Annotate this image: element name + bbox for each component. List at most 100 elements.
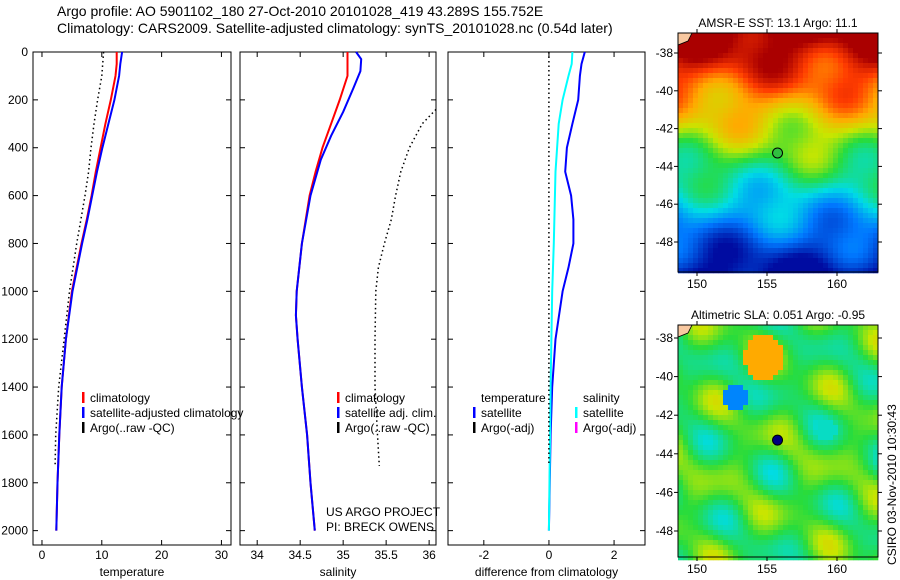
- heatmap-cell: [773, 228, 779, 234]
- heatmap-cell: [823, 233, 829, 239]
- heatmap-cell: [798, 485, 804, 491]
- heatmap-cell: [848, 400, 854, 406]
- heatmap-cell: [723, 193, 729, 199]
- heatmap-cell: [693, 440, 699, 446]
- heatmap-cell: [698, 48, 704, 54]
- heatmap-cell: [803, 213, 809, 219]
- heatmap-cell: [863, 375, 869, 381]
- heatmap-cell: [713, 470, 719, 476]
- heatmap-cell: [723, 380, 729, 386]
- heatmap-cell: [853, 325, 859, 331]
- heatmap-cell: [813, 505, 819, 511]
- heatmap-cell: [758, 168, 764, 174]
- heatmap-cell: [723, 355, 729, 361]
- heatmap-cell: [738, 213, 744, 219]
- heatmap-cell: [688, 88, 694, 94]
- heatmap-cell: [713, 520, 719, 526]
- heatmap-cell: [828, 158, 834, 164]
- heatmap-cell: [708, 178, 714, 184]
- heatmap-cell: [803, 515, 809, 521]
- heatmap-cell: [793, 330, 799, 336]
- heatmap-cell: [678, 218, 684, 224]
- heatmap-cell: [833, 108, 839, 114]
- heatmap-cell: [808, 480, 814, 486]
- heatmap-cell: [868, 325, 874, 331]
- heatmap-cell: [788, 495, 794, 501]
- heatmap-cell: [863, 38, 869, 44]
- heatmap-cell: [753, 355, 759, 361]
- heatmap-cell: [768, 500, 774, 506]
- heatmap-cell: [708, 218, 714, 224]
- heatmap-cell: [703, 355, 709, 361]
- heatmap-cell: [848, 153, 854, 159]
- heatmap-cell: [788, 350, 794, 356]
- heatmap-cell: [853, 63, 859, 69]
- heatmap-cell: [688, 385, 694, 391]
- heatmap-cell: [863, 268, 869, 274]
- heatmap-cell: [858, 113, 864, 119]
- heatmap-cell: [728, 188, 734, 194]
- heatmap-cell: [858, 198, 864, 204]
- heatmap-cell: [718, 168, 724, 174]
- heatmap-cell: [808, 243, 814, 249]
- heatmap-cell: [713, 370, 719, 376]
- heatmap-cell: [803, 93, 809, 99]
- heatmap-cell: [783, 510, 789, 516]
- heatmap-cell: [718, 405, 724, 411]
- heatmap-cell: [788, 500, 794, 506]
- heatmap-cell: [803, 340, 809, 346]
- heatmap-cell: [793, 208, 799, 214]
- heatmap-cell: [858, 38, 864, 44]
- heatmap-cell: [788, 515, 794, 521]
- heatmap-cell: [793, 490, 799, 496]
- heatmap-cell: [833, 138, 839, 144]
- heatmap-cell: [683, 375, 689, 381]
- heatmap-cell: [758, 505, 764, 511]
- heatmap-cell: [753, 415, 759, 421]
- heatmap-cell: [743, 375, 749, 381]
- heatmap-cell: [758, 420, 764, 426]
- heatmap-cell: [748, 263, 754, 269]
- heatmap-cell: [708, 88, 714, 94]
- heatmap-cell: [848, 490, 854, 496]
- heatmap-cell: [688, 365, 694, 371]
- heatmap-cell: [778, 163, 784, 169]
- heatmap-cell: [688, 370, 694, 376]
- heatmap-cell: [828, 73, 834, 79]
- heatmap-cell: [698, 340, 704, 346]
- heatmap-cell: [868, 98, 874, 104]
- heatmap-cell: [808, 88, 814, 94]
- heatmap-cell: [723, 53, 729, 59]
- heatmap-cell: [728, 253, 734, 259]
- heatmap-cell: [813, 495, 819, 501]
- heatmap-cell: [773, 410, 779, 416]
- heatmap-cell: [798, 168, 804, 174]
- heatmap-cell: [778, 425, 784, 431]
- heatmap-cell: [818, 440, 824, 446]
- heatmap-cell: [838, 83, 844, 89]
- heatmap-cell: [738, 168, 744, 174]
- heatmap-cell: [873, 193, 879, 199]
- heatmap-cell: [728, 400, 734, 406]
- heatmap-cell: [738, 530, 744, 536]
- heatmap-cell: [733, 223, 739, 229]
- heatmap-cell: [763, 258, 769, 264]
- heatmap-cell: [828, 370, 834, 376]
- heatmap-cell: [743, 510, 749, 516]
- heatmap-cell: [738, 43, 744, 49]
- heatmap-cell: [693, 370, 699, 376]
- heatmap-cell: [803, 455, 809, 461]
- heatmap-cell: [843, 445, 849, 451]
- heatmap-cell: [748, 440, 754, 446]
- heatmap-cell: [728, 118, 734, 124]
- heatmap-cell: [858, 78, 864, 84]
- heatmap-cell: [783, 395, 789, 401]
- heatmap-cell: [848, 555, 854, 561]
- heatmap-cell: [763, 213, 769, 219]
- heatmap-cell: [848, 515, 854, 521]
- heatmap-cell: [713, 33, 719, 39]
- heatmap-cell: [798, 263, 804, 269]
- heatmap-cell: [858, 435, 864, 441]
- heatmap-cell: [748, 500, 754, 506]
- heatmap-cell: [823, 470, 829, 476]
